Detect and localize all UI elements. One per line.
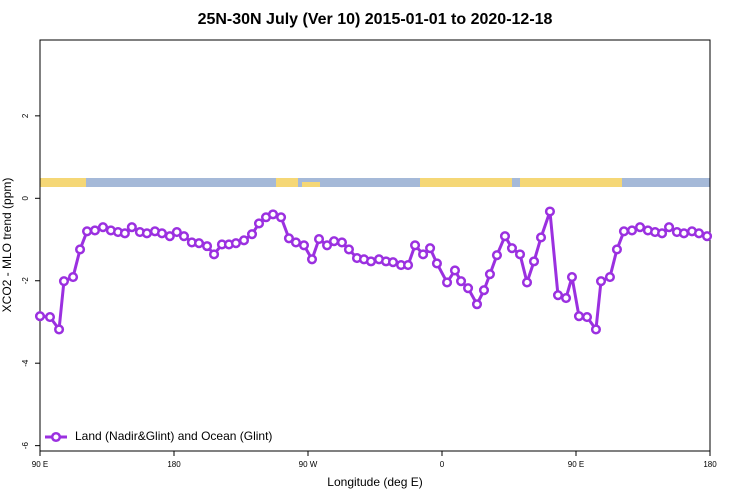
data-point <box>595 276 607 287</box>
land <box>420 178 512 187</box>
data-point <box>535 232 547 243</box>
data-point <box>634 222 646 233</box>
data-point <box>431 258 442 269</box>
data-point <box>499 231 511 242</box>
data-point <box>329 236 340 247</box>
data-point <box>521 277 533 288</box>
y-tick-label: -4 <box>21 359 30 367</box>
data-point <box>491 250 502 261</box>
data-point <box>89 225 100 236</box>
ocean <box>40 178 710 187</box>
data-point <box>253 218 265 229</box>
data-point <box>664 222 675 233</box>
data-point <box>343 244 354 255</box>
data-point <box>97 222 109 233</box>
data-point <box>126 222 137 233</box>
legend-label: Land (Nadir&Glint) and Ocean (Glint) <box>75 429 272 443</box>
land <box>520 178 622 187</box>
land-ocean-strip <box>40 178 710 187</box>
data-point <box>54 324 65 335</box>
data-point <box>387 257 399 268</box>
land <box>302 182 320 187</box>
data-point <box>573 311 585 322</box>
data-point <box>119 228 130 239</box>
data-point <box>463 283 474 294</box>
data-point <box>552 290 564 301</box>
data-point <box>590 324 602 335</box>
data-point <box>618 226 629 237</box>
land <box>276 178 298 187</box>
land <box>40 178 86 187</box>
y-tick-label: 0 <box>21 196 30 201</box>
chart-title: 25N-30N July (Ver 10) 2015-01-01 to 2020… <box>198 11 553 28</box>
data-point <box>322 240 333 251</box>
data-point <box>611 244 622 255</box>
data-point <box>246 229 258 240</box>
data-point <box>456 276 467 287</box>
data-point <box>581 311 593 323</box>
data-point <box>560 293 572 304</box>
data-point <box>313 234 325 245</box>
data-point <box>156 228 167 239</box>
x-tick-label: 180 <box>703 460 717 469</box>
data-point <box>58 276 70 287</box>
data-point <box>365 256 377 267</box>
data-point <box>298 240 310 251</box>
data-point <box>657 228 668 239</box>
data-point <box>230 238 241 249</box>
y-tick-label: -6 <box>21 442 30 450</box>
data-point <box>514 249 526 260</box>
data-point <box>336 237 347 248</box>
data-point <box>418 249 429 260</box>
data-point <box>403 260 414 271</box>
data-point <box>290 237 301 248</box>
data-point <box>410 240 421 251</box>
data-point <box>283 233 294 244</box>
data-point <box>701 231 713 242</box>
data-point <box>68 271 79 283</box>
data-point <box>164 231 175 242</box>
data-point <box>171 227 182 238</box>
data-point <box>528 256 540 267</box>
x-tick-label: 90 W <box>299 460 318 469</box>
data-point <box>693 228 705 239</box>
data-point <box>544 206 555 217</box>
data-point <box>75 244 86 255</box>
data-point <box>442 277 453 288</box>
data-point <box>202 241 213 252</box>
data-point <box>178 231 190 242</box>
x-tick-label: 0 <box>440 460 445 469</box>
data-point <box>626 225 638 236</box>
data-point <box>44 311 56 323</box>
data-point <box>471 299 483 310</box>
plot-frame <box>39 39 711 452</box>
x-tick-label: 180 <box>167 460 181 469</box>
x-tick-label: 90 E <box>32 460 48 469</box>
data-point <box>276 212 287 223</box>
data-point <box>604 271 615 283</box>
data-point <box>238 235 250 246</box>
data-point <box>34 311 46 322</box>
data-point <box>425 243 436 254</box>
data-point <box>449 265 461 276</box>
data-point <box>484 269 495 280</box>
data-point <box>193 238 205 249</box>
data-point <box>209 249 220 260</box>
y-axis-label: XCO2 - MLO trend (ppm) <box>0 178 14 313</box>
y-tick-label: -2 <box>21 277 30 285</box>
legend-marker <box>50 431 62 443</box>
data-point <box>678 228 689 239</box>
y-tick-label: 2 <box>21 113 30 118</box>
data-point <box>306 254 318 265</box>
data-point <box>81 226 93 237</box>
data-point <box>141 228 152 239</box>
x-axis-label: Longitude (deg E) <box>327 475 422 489</box>
data-point <box>478 285 490 296</box>
data-point <box>506 243 518 254</box>
data-point <box>267 209 279 220</box>
x-tick-label: 90 E <box>568 460 584 469</box>
data-point <box>566 271 578 283</box>
